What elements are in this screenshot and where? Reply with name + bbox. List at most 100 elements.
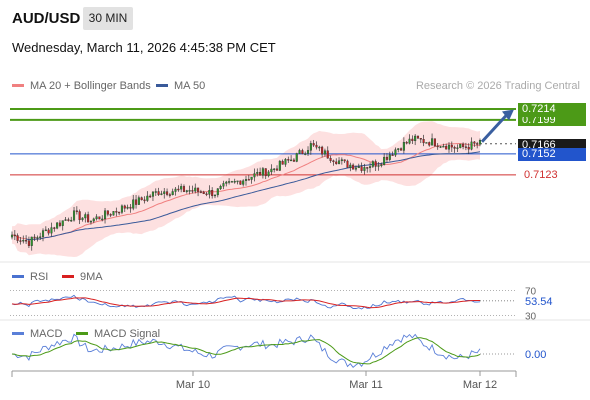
candle (75, 206, 78, 215)
candle-body (281, 160, 284, 165)
candle-body (137, 197, 140, 205)
candle (222, 180, 225, 190)
candle (335, 158, 338, 165)
candle-body (264, 168, 267, 177)
candle (261, 166, 264, 179)
candle-body (163, 191, 166, 194)
candle-body (326, 150, 329, 159)
candle-body (211, 190, 214, 197)
target-arrow-head (502, 109, 514, 121)
candle (225, 180, 228, 187)
candle-body (377, 165, 380, 167)
candle-body (436, 145, 439, 148)
rsi-ma-line (11, 297, 480, 309)
target-arrow-shaft (480, 112, 510, 143)
candle-body (433, 138, 436, 147)
candle (315, 141, 318, 150)
candle (442, 143, 445, 148)
candle (101, 215, 104, 222)
candle-body (335, 161, 338, 164)
candle (58, 220, 61, 228)
candle (321, 145, 324, 158)
candle-body (143, 199, 146, 202)
candle-body (98, 216, 101, 220)
candle-body (89, 220, 92, 223)
candle (103, 207, 107, 224)
candle-body (61, 220, 64, 226)
candle-body (154, 191, 157, 193)
candle (70, 216, 73, 222)
candle-body (115, 211, 118, 213)
candle-body (256, 172, 259, 174)
candle (380, 162, 383, 168)
candle-body (416, 135, 420, 139)
candle-body (354, 167, 357, 170)
candle (87, 211, 90, 223)
candle (146, 191, 149, 202)
candle-body (233, 181, 236, 183)
candle (445, 143, 448, 150)
candle-body (273, 168, 276, 171)
candle-body (304, 153, 307, 155)
candle-body (445, 145, 448, 150)
candle (123, 204, 126, 213)
candle (374, 159, 377, 171)
candle (202, 190, 205, 195)
candle-body (400, 148, 403, 151)
candle (287, 156, 290, 164)
candle (456, 144, 459, 152)
candle-body (284, 159, 287, 165)
candle (160, 190, 163, 196)
candle-body (228, 181, 231, 183)
candle-body (78, 211, 81, 221)
candle (16, 233, 19, 244)
ma50-swatch (156, 83, 168, 87)
candle-body (411, 138, 414, 142)
candle-body (278, 160, 281, 171)
candle (329, 155, 332, 163)
candle-body (298, 150, 301, 154)
candle-body (428, 142, 431, 146)
candle-body (95, 216, 98, 220)
ma20-legend: MA 20 + Bollinger Bands (12, 80, 151, 92)
candle (371, 160, 374, 169)
candle (171, 188, 174, 196)
candle (56, 222, 59, 230)
candle (264, 168, 267, 180)
candle-body (72, 210, 76, 221)
candle-body (267, 171, 270, 177)
x-tick-label: Mar 12 (463, 379, 497, 391)
candle-body (67, 219, 70, 221)
candle-body (425, 142, 428, 144)
timeframe-badge[interactable]: 30 MIN (83, 7, 133, 30)
candle (154, 188, 157, 196)
candle (112, 211, 115, 216)
candle (219, 184, 222, 191)
candle (182, 184, 186, 193)
candle-body (270, 168, 273, 173)
candle-body (306, 150, 310, 154)
candle (208, 185, 211, 199)
candle-body (225, 181, 228, 184)
candle-body (36, 237, 39, 239)
candle-body (253, 173, 256, 178)
candle (143, 196, 146, 204)
candle (354, 165, 357, 172)
candle (115, 207, 118, 217)
candle-body (208, 190, 211, 195)
candle (332, 159, 335, 166)
symbol-title: AUD/USD (12, 10, 81, 27)
candle-body (33, 236, 36, 239)
candle-body (352, 164, 355, 170)
candle-body (101, 218, 104, 221)
candle-body (363, 167, 366, 171)
candle (450, 141, 453, 152)
candle (67, 217, 70, 222)
candle (137, 195, 140, 206)
candle (312, 139, 315, 147)
candle (157, 187, 160, 197)
candle-body (75, 210, 78, 212)
rsi-current-label: 53.54 (525, 296, 553, 308)
candle (50, 222, 53, 237)
